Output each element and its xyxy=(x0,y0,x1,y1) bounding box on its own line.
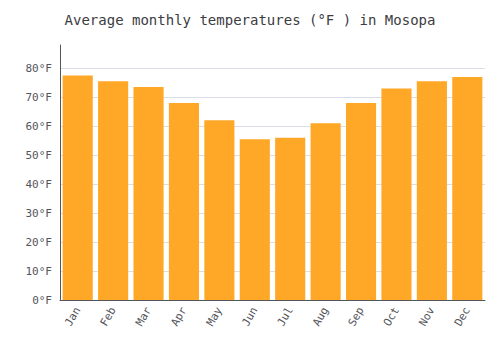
svg-text:Sep: Sep xyxy=(345,305,366,329)
svg-text:May: May xyxy=(204,304,225,328)
svg-text:Dec: Dec xyxy=(452,305,473,329)
svg-text:Jun: Jun xyxy=(239,305,260,329)
svg-text:80°F: 80°F xyxy=(26,62,53,75)
svg-text:0°F: 0°F xyxy=(32,294,52,307)
svg-text:60°F: 60°F xyxy=(26,120,53,133)
svg-text:20°F: 20°F xyxy=(26,236,53,249)
svg-text:40°F: 40°F xyxy=(26,178,53,191)
svg-text:10°F: 10°F xyxy=(26,265,53,278)
svg-text:Oct: Oct xyxy=(381,305,402,329)
svg-text:30°F: 30°F xyxy=(26,207,53,220)
svg-text:70°F: 70°F xyxy=(26,91,53,104)
svg-text:Aug: Aug xyxy=(310,305,331,329)
svg-text:Mar: Mar xyxy=(133,304,154,328)
svg-text:Average monthly temperatures (: Average monthly temperatures (°F ) in Mo… xyxy=(65,12,436,28)
svg-text:Jan: Jan xyxy=(62,305,83,329)
svg-text:50°F: 50°F xyxy=(26,149,53,162)
svg-text:Apr: Apr xyxy=(168,304,189,328)
svg-text:Feb: Feb xyxy=(98,305,119,329)
svg-text:Jul: Jul xyxy=(275,305,296,329)
svg-text:Nov: Nov xyxy=(416,304,437,328)
